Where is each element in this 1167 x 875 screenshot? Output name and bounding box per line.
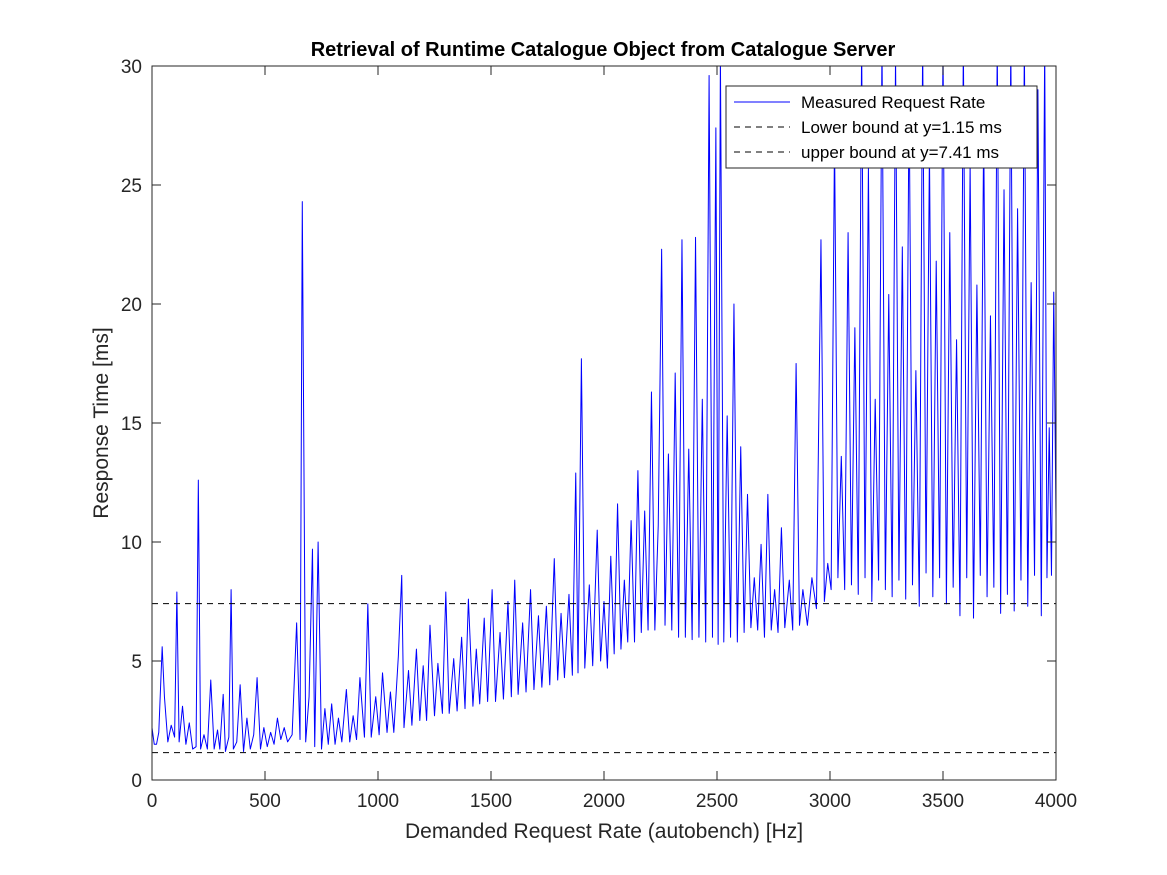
legend-entry-upper-bound: upper bound at y=7.41 ms bbox=[801, 143, 999, 162]
y-tick-label: 0 bbox=[131, 771, 142, 792]
legend-entry-measured: Measured Request Rate bbox=[801, 93, 985, 112]
chart-title: Retrieval of Runtime Catalogue Object fr… bbox=[311, 39, 896, 61]
y-tick-label: 20 bbox=[121, 295, 142, 316]
series-line-measured bbox=[152, 66, 1056, 752]
legend-box bbox=[725, 85, 1038, 169]
y-tick-label: 5 bbox=[131, 652, 142, 673]
y-tick-label: 30 bbox=[121, 57, 142, 78]
x-tick-label: 2000 bbox=[583, 791, 625, 812]
x-tick-label: 1500 bbox=[470, 791, 512, 812]
y-tick-label: 15 bbox=[121, 414, 142, 435]
x-tick-label: 2500 bbox=[696, 791, 738, 812]
legend-entry-lower-bound: Lower bound at y=1.15 ms bbox=[801, 118, 1002, 137]
x-tick-label: 500 bbox=[249, 791, 281, 812]
y-axis-label: Response Time [ms] bbox=[90, 327, 113, 518]
legend: Measured Request Rate Lower bound at y=1… bbox=[725, 85, 1038, 169]
x-tick-label: 3000 bbox=[809, 791, 851, 812]
x-tick-label: 4000 bbox=[1035, 791, 1077, 812]
x-tick-label: 1000 bbox=[357, 791, 399, 812]
x-tick-label: 3500 bbox=[922, 791, 964, 812]
x-axis-label: Demanded Request Rate (autobench) [Hz] bbox=[405, 820, 803, 843]
y-tick-label: 10 bbox=[121, 533, 142, 554]
y-tick-label: 25 bbox=[121, 176, 142, 197]
x-tick-label: 0 bbox=[147, 791, 158, 812]
